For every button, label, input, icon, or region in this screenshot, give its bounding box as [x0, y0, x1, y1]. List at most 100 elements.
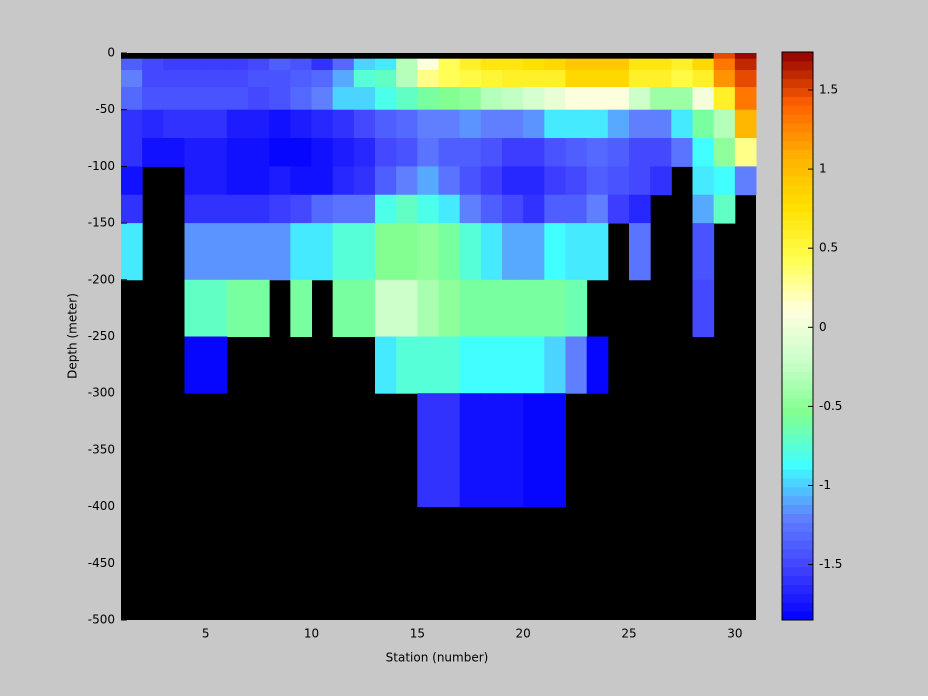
heat-cell: [523, 87, 545, 111]
colorbar-band: [782, 433, 813, 443]
heat-cell: [650, 70, 672, 88]
heat-cell: [502, 194, 524, 224]
heat-cell: [205, 279, 228, 337]
heat-cell: [332, 223, 355, 281]
heat-cell: [353, 87, 376, 111]
heat-cell: [459, 58, 482, 71]
colorbar-band: [782, 460, 813, 470]
heat-cell: [502, 166, 524, 196]
y-tick-label: -400: [88, 499, 115, 513]
heat-cell: [142, 70, 164, 88]
colorbar-band: [782, 176, 813, 186]
heat-cell: [311, 138, 334, 167]
heat-cell: [311, 58, 334, 71]
heat-cell: [607, 87, 630, 111]
heat-cell: [290, 166, 312, 196]
colorbar-band: [782, 220, 813, 230]
heat-cell: [184, 58, 207, 71]
heat-cell: [332, 279, 355, 337]
heat-cell: [734, 87, 757, 111]
heat-cell: [226, 138, 249, 167]
heat-cell: [375, 223, 397, 281]
heat-cell: [311, 166, 334, 196]
heat-cell: [459, 87, 482, 111]
heat-cell: [417, 166, 439, 196]
heat-cell: [734, 109, 757, 139]
heat-cell: [523, 336, 545, 394]
heat-cell: [205, 138, 228, 167]
heat-cell: [523, 138, 545, 167]
heat-cell: [121, 87, 143, 111]
colorbar-band: [782, 167, 813, 177]
colorbar-band: [782, 194, 813, 204]
heat-cell: [734, 138, 757, 167]
heat-cell: [480, 223, 503, 281]
heat-cell: [459, 279, 482, 337]
heat-cell: [629, 109, 651, 139]
heat-cell: [480, 279, 503, 337]
x-tick-label: 5: [202, 627, 210, 641]
heat-cell: [459, 138, 482, 167]
colorbar-tick-label: -0.5: [819, 399, 842, 413]
heat-cell: [142, 58, 164, 71]
heat-cell: [396, 87, 418, 111]
heat-cell: [671, 109, 693, 139]
heat-cell: [353, 70, 376, 88]
heat-cell: [248, 87, 270, 111]
heat-cell: [692, 166, 715, 196]
heat-cell: [269, 223, 291, 281]
colorbar-band: [782, 96, 813, 106]
colorbar-tick-label: 0: [819, 320, 827, 334]
colorbar-band: [782, 202, 813, 213]
heat-cell: [205, 70, 228, 88]
heat-cell: [142, 87, 164, 111]
heat-cell: [586, 223, 609, 281]
heat-cell: [713, 53, 736, 60]
heat-cell: [502, 109, 524, 139]
heat-cell: [290, 87, 312, 111]
heat-cell: [565, 279, 588, 337]
colorbar-band: [782, 158, 813, 168]
heat-cell: [523, 279, 545, 337]
heat-cell: [311, 70, 334, 88]
heat-cell: [607, 109, 630, 139]
heat-cell: [396, 70, 418, 88]
heat-cell: [523, 194, 545, 224]
heat-cell: [502, 279, 524, 337]
y-tick-label: -250: [88, 329, 115, 343]
heat-cell: [290, 109, 312, 139]
heat-cell: [396, 166, 418, 196]
heat-cell: [184, 223, 207, 281]
heat-cell: [692, 87, 715, 111]
heat-cell: [502, 70, 524, 88]
heat-cell: [692, 109, 715, 139]
colorbar-band: [782, 265, 813, 275]
heat-cell: [438, 223, 461, 281]
heat-cell: [480, 138, 503, 167]
heat-cell: [121, 223, 143, 281]
heat-cell: [121, 138, 143, 167]
heat-cell: [438, 279, 461, 337]
heat-cell: [544, 166, 566, 196]
heat-cell: [565, 166, 588, 196]
heat-cell: [290, 223, 312, 281]
heat-cell: [586, 70, 609, 88]
colorbar-band: [782, 256, 813, 266]
heat-cell: [459, 166, 482, 196]
heat-cell: [586, 166, 609, 196]
heat-cell: [226, 194, 249, 224]
y-tick-label: -150: [88, 216, 115, 230]
heat-cell: [607, 70, 630, 88]
colorbar-band: [782, 362, 813, 372]
heat-cell: [544, 393, 566, 508]
heat-cell: [121, 166, 143, 196]
heat-cell: [311, 223, 334, 281]
heat-cell: [586, 87, 609, 111]
y-tick-label: -300: [88, 386, 115, 400]
heat-cell: [396, 223, 418, 281]
heat-cell: [248, 70, 270, 88]
y-tick-label: -500: [88, 613, 115, 627]
heat-cell: [480, 109, 503, 139]
heat-cell: [713, 166, 736, 196]
